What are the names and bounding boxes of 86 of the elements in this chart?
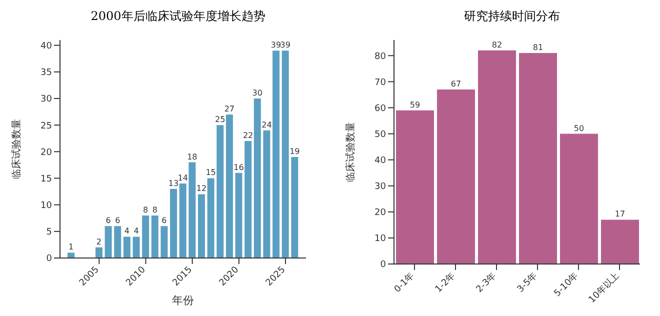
data-label: 13: [168, 178, 179, 188]
data-label: 6: [162, 216, 167, 226]
bar: [235, 172, 242, 258]
data-label: 8: [152, 205, 158, 214]
bar: [132, 236, 140, 258]
bar: [282, 50, 289, 258]
bar: [216, 125, 224, 258]
y-tick-label: 40: [40, 42, 52, 52]
bar: [151, 215, 158, 258]
bar: [179, 184, 186, 258]
data-label: 16: [234, 162, 244, 172]
x-tick-label: 0-1年: [392, 270, 417, 295]
bar: [188, 162, 196, 258]
bar: [226, 114, 233, 258]
data-label: 27: [224, 104, 235, 114]
y-tick-label: 60: [374, 104, 386, 114]
bar: [560, 134, 598, 264]
bar: [104, 226, 112, 258]
data-label: 15: [206, 168, 216, 178]
bar: [114, 226, 122, 258]
bar: [478, 50, 516, 264]
bar: [68, 252, 75, 258]
x-tick-label: 1-2年: [433, 270, 458, 295]
y-tick-label: 10: [374, 234, 386, 244]
y-tick-label: 0: [46, 254, 52, 264]
bar: [601, 220, 639, 264]
bar: [123, 236, 130, 258]
y-tick-label: 40: [374, 156, 386, 166]
y-tick-label: 35: [40, 68, 52, 78]
chart-title: 2000年后临床试验年度增长趋势: [90, 8, 266, 24]
data-label: 24: [262, 120, 272, 130]
data-label: 6: [115, 216, 120, 226]
bar: [396, 110, 434, 264]
bar: [244, 141, 252, 258]
bar: [291, 156, 298, 258]
data-label: 12: [196, 184, 207, 194]
x-tick-label: 3-5年: [515, 270, 540, 295]
y-tick-label: 25: [40, 121, 52, 132]
bar: [519, 53, 557, 264]
x-tick-label: 2-3年: [474, 270, 499, 295]
y-axis-title: 临床试验数量: [344, 122, 357, 182]
bar: [437, 89, 475, 264]
chart-title: 研究持续时间分布: [463, 8, 561, 24]
data-label: 4: [134, 226, 139, 236]
data-label: 17: [614, 210, 626, 219]
data-label: 1: [68, 242, 74, 252]
data-label: 30: [252, 88, 262, 98]
data-label: 4: [124, 226, 130, 236]
data-label: 18: [187, 152, 198, 162]
bar: [160, 226, 168, 258]
y-tick-label: 0: [380, 260, 386, 270]
y-tick-label: 50: [374, 130, 386, 140]
data-label: 59: [410, 100, 420, 110]
y-axis-title: 临床试验数量: [10, 119, 23, 179]
y-tick-label: 5: [46, 228, 52, 238]
bar: [142, 215, 150, 258]
data-label: 14: [178, 174, 188, 183]
x-tick-label: 10年以上: [586, 270, 622, 306]
y-tick-label: 10: [40, 201, 52, 212]
x-axis-title: 年份: [172, 294, 194, 307]
y-tick-label: 15: [40, 174, 52, 184]
data-label: 81: [532, 43, 544, 52]
data-label: 22: [242, 131, 254, 140]
bar: [207, 178, 214, 258]
data-label: 19: [290, 146, 300, 156]
y-tick-label: 30: [374, 182, 386, 192]
y-tick-label: 80: [374, 52, 386, 62]
data-label: 82: [492, 40, 502, 50]
data-label: 67: [450, 79, 462, 88]
data-label: 6: [106, 216, 111, 226]
y-tick-label: 30: [40, 94, 52, 105]
bar: [254, 98, 261, 258]
data-label: 25: [215, 115, 226, 124]
bar: [272, 50, 280, 258]
bar: [170, 188, 178, 258]
bar: [95, 247, 102, 258]
y-tick-label: 70: [374, 78, 386, 88]
y-tick-label: 20: [374, 208, 386, 218]
data-label: 8: [143, 205, 148, 214]
y-tick-label: 20: [40, 148, 52, 158]
data-label: 39: [280, 40, 290, 50]
data-label: 2: [96, 237, 102, 246]
data-label: 39: [270, 40, 282, 50]
data-label: 50: [574, 124, 584, 133]
bar: [198, 194, 205, 258]
bar: [263, 130, 270, 258]
